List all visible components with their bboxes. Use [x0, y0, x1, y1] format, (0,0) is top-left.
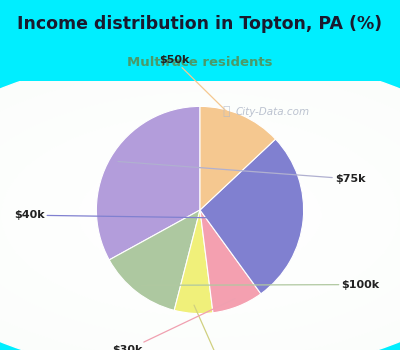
Ellipse shape	[167, 198, 233, 232]
Ellipse shape	[0, 65, 400, 350]
Ellipse shape	[68, 148, 332, 282]
Ellipse shape	[134, 182, 266, 249]
Ellipse shape	[0, 59, 400, 350]
Ellipse shape	[0, 87, 400, 343]
Text: $40k: $40k	[14, 210, 295, 220]
Wedge shape	[200, 139, 304, 294]
Ellipse shape	[0, 54, 400, 350]
Ellipse shape	[123, 176, 277, 254]
Text: Income distribution in Topton, PA (%): Income distribution in Topton, PA (%)	[18, 15, 382, 33]
Text: City-Data.com: City-Data.com	[236, 107, 310, 117]
Ellipse shape	[34, 132, 366, 299]
Ellipse shape	[46, 137, 354, 293]
Ellipse shape	[156, 193, 244, 238]
Wedge shape	[200, 210, 261, 313]
Ellipse shape	[12, 120, 388, 310]
Text: $100k: $100k	[142, 280, 380, 289]
Ellipse shape	[0, 70, 400, 350]
Text: Multirace residents: Multirace residents	[127, 56, 273, 69]
Ellipse shape	[0, 98, 400, 332]
Ellipse shape	[79, 154, 321, 276]
Ellipse shape	[0, 109, 400, 321]
Text: $30k: $30k	[112, 299, 235, 350]
Ellipse shape	[56, 143, 344, 288]
Ellipse shape	[112, 171, 288, 260]
Wedge shape	[96, 106, 200, 260]
Text: $50k: $50k	[159, 55, 238, 122]
Ellipse shape	[90, 160, 310, 271]
Ellipse shape	[145, 187, 255, 243]
Wedge shape	[109, 210, 200, 310]
Ellipse shape	[178, 204, 222, 226]
Wedge shape	[200, 106, 276, 210]
Ellipse shape	[0, 93, 400, 338]
Ellipse shape	[101, 165, 299, 265]
Ellipse shape	[0, 76, 400, 350]
Text: ⌖: ⌖	[222, 105, 230, 118]
Text: $200k: $200k	[194, 305, 240, 350]
Ellipse shape	[1, 115, 399, 316]
Ellipse shape	[189, 210, 211, 221]
Ellipse shape	[24, 126, 376, 304]
Text: $75k: $75k	[118, 161, 366, 184]
Ellipse shape	[0, 82, 400, 349]
Ellipse shape	[0, 104, 400, 327]
Wedge shape	[174, 210, 213, 314]
